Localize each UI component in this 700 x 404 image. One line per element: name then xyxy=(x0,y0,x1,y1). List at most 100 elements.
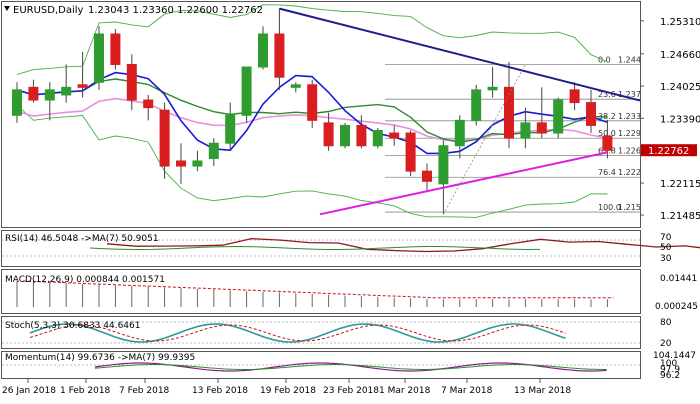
current-price-label: 1.22762 xyxy=(648,146,689,157)
support-trendline xyxy=(319,151,608,216)
momentum-title: Momentum(14) 99.6736 ->MA(7) 99.9395 xyxy=(5,353,195,363)
macd-panel-frame xyxy=(1,269,641,314)
stoch-axis-80: 80 xyxy=(660,318,672,328)
fib-value-label: 1.22230 xyxy=(618,168,651,177)
price-panel: 0.01.2445223.61.2376638.21.2334150.01.22… xyxy=(12,4,651,218)
chart-header: EURUSD,Daily 1.23043 1.23360 1.22600 1.2… xyxy=(4,5,263,16)
candle xyxy=(126,54,137,111)
bollinger-upper xyxy=(16,4,608,76)
price-axis-label: 1.24025 xyxy=(660,82,700,93)
candle xyxy=(241,66,252,123)
candle xyxy=(553,97,564,139)
trendlines xyxy=(279,7,640,216)
time-axis-label: 13 Mar 2018 xyxy=(514,386,571,396)
fib-value-label: 1.24452 xyxy=(618,55,651,64)
momentum-ma-line xyxy=(94,364,607,370)
stoch-panel: Stoch(5,3,3) 30.6833 44.6461 80 20 xyxy=(2,318,672,349)
time-axis-label: 19 Feb 2018 xyxy=(260,386,316,396)
time-axis: 26 Jan 2018 1 Feb 2018 7 Feb 2018 13 Feb 20… xyxy=(2,379,571,396)
resistance-trendline xyxy=(279,7,640,102)
price-axis-label: 1.23390 xyxy=(660,114,700,125)
momentum-axis-top: 104.1447 xyxy=(653,351,696,361)
price-axis-label: 1.21485 xyxy=(660,211,700,222)
candle xyxy=(28,79,39,103)
stoch-axis-20: 20 xyxy=(660,339,672,349)
collapse-arrow-icon[interactable] xyxy=(4,6,10,11)
candle xyxy=(208,138,219,167)
rsi-line xyxy=(106,237,700,253)
fib-level-label: 0.0 xyxy=(598,55,611,64)
time-axis-label: 7 Feb 2018 xyxy=(119,386,170,396)
fib-value-label: 1.21544 xyxy=(618,203,651,212)
fib-value-label: 1.23341 xyxy=(618,112,651,121)
fib-level-label: 100.0 xyxy=(598,203,621,212)
candle xyxy=(323,112,334,151)
candle xyxy=(340,122,350,149)
candle xyxy=(372,127,383,149)
price-axis-label: 1.24660 xyxy=(660,50,700,61)
macd-title: MACD(12,26,9) 0.000844 0.001571 xyxy=(5,275,165,285)
candle xyxy=(290,82,301,93)
fib-level-label: 76.4 xyxy=(598,168,616,177)
macd-axis-mid: 0.000245 xyxy=(655,302,698,312)
stoch-panel-frame xyxy=(1,316,641,349)
panel-frames xyxy=(1,1,641,379)
candle xyxy=(274,8,285,90)
candle xyxy=(258,26,268,70)
candle xyxy=(405,130,416,177)
macd-histogram xyxy=(16,281,608,307)
bollinger-lower xyxy=(16,104,608,218)
candle xyxy=(159,102,170,179)
stoch-title: Stoch(5,3,3) 30.6833 44.6461 xyxy=(5,321,140,331)
current-price-marker: 1.22762 xyxy=(641,144,697,157)
candle xyxy=(94,26,104,90)
momentum-panel: Momentum(14) 99.6736 ->MA(7) 99.9395 104… xyxy=(2,351,696,381)
symbol-label: EURUSD,Daily xyxy=(13,5,84,16)
time-axis-label: 7 Mar 2018 xyxy=(441,386,493,396)
stoch-d-line xyxy=(29,324,566,342)
candle xyxy=(422,163,432,192)
fib-level-label: 23.6 xyxy=(598,90,616,99)
rsi-axis-70: 70 xyxy=(660,233,672,243)
candle xyxy=(389,125,400,146)
time-axis-label: 23 Feb 2018 xyxy=(323,386,379,396)
rsi-axis-30: 30 xyxy=(660,254,672,264)
momentum-axis-low: 96.2 xyxy=(660,371,680,381)
candlesticks xyxy=(12,8,613,215)
candle xyxy=(586,89,596,134)
candle xyxy=(110,28,121,70)
price-axis: 1.25310 1.24660 1.24025 1.23390 1.22115 1.214… xyxy=(640,17,700,222)
fib-value-label: 1.22998 xyxy=(618,129,651,138)
candle xyxy=(77,51,88,98)
candle xyxy=(192,150,203,172)
price-panel-frame xyxy=(1,1,641,228)
candle xyxy=(44,82,55,121)
time-axis-label: 26 Jan 2018 xyxy=(2,386,56,396)
rsi-ma-line xyxy=(89,245,541,251)
rsi-title: RSI(14) 46.5048 ->MA(7) 50.9051 xyxy=(5,234,159,244)
candle xyxy=(61,64,72,103)
fib-value-label: 1.23766 xyxy=(618,90,651,99)
macd-signal-line xyxy=(22,280,614,299)
macd-panel: MACD(12,26,9) 0.000844 0.001571 0.01441 … xyxy=(5,274,698,312)
rsi-axis-50: 50 xyxy=(660,243,672,253)
fib-value-label: 1.22655 xyxy=(618,147,651,156)
candle xyxy=(438,140,449,215)
price-axis-label: 1.22115 xyxy=(660,179,700,190)
candle xyxy=(307,79,318,128)
stoch-k-line xyxy=(29,323,566,343)
momentum-axis-100: 100 xyxy=(660,359,677,369)
time-axis-label: 13 Feb 2018 xyxy=(192,386,248,396)
candle xyxy=(520,107,531,149)
candle xyxy=(471,84,482,126)
candle xyxy=(176,143,186,184)
momentum-axis-mid: 97.9 xyxy=(660,365,680,375)
time-axis-label: 1 Feb 2018 xyxy=(60,386,111,396)
candle xyxy=(356,115,367,149)
candle xyxy=(569,82,580,111)
macd-axis-top: 0.01441 xyxy=(660,274,697,284)
candle xyxy=(143,94,154,121)
candle xyxy=(602,119,613,159)
candle xyxy=(12,82,22,123)
time-axis-label: 1 Mar 2018 xyxy=(379,386,431,396)
